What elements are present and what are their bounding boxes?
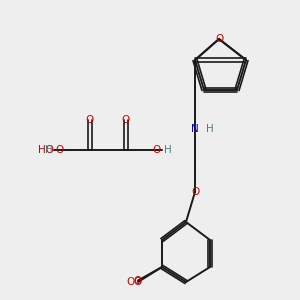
- Text: O: O: [86, 115, 94, 125]
- Text: H: H: [206, 124, 213, 134]
- Text: O: O: [122, 115, 130, 125]
- Text: HO: HO: [38, 145, 54, 155]
- Text: O: O: [127, 277, 135, 287]
- Text: N: N: [191, 124, 199, 134]
- Text: H: H: [45, 145, 52, 155]
- Text: O: O: [152, 145, 160, 155]
- Text: O: O: [134, 277, 142, 287]
- Text: O: O: [56, 145, 64, 155]
- Text: O: O: [215, 34, 223, 44]
- Text: O: O: [191, 187, 199, 197]
- Text: H: H: [164, 145, 172, 155]
- Text: O: O: [134, 275, 142, 286]
